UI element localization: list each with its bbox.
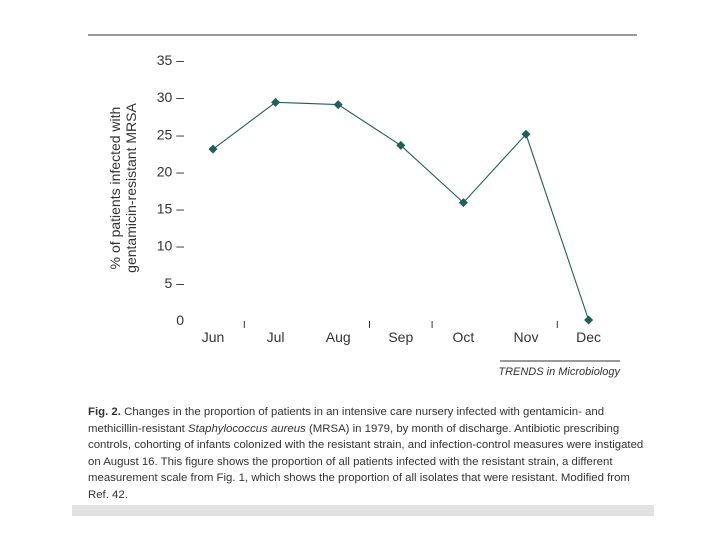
y-tick-label-30: 30 –	[157, 89, 184, 105]
x-tick-label-nov: Nov	[514, 329, 539, 345]
data-point-jun	[208, 144, 218, 154]
caption-text-after: (MRSA) in 1979, by month of discharge. A…	[88, 422, 644, 501]
x-tick-label-aug: Aug	[326, 329, 351, 345]
figure-caption: Fig. 2. Changes in the proportion of pat…	[88, 404, 648, 504]
source-label: TRENDS in Microbiology	[498, 366, 621, 378]
series-line-group	[208, 97, 594, 325]
y-tick-label-10: 10 –	[157, 238, 184, 254]
y-tick-label-15: 15 –	[157, 201, 184, 217]
data-point-nov	[521, 129, 531, 139]
chart: 0 5 – 10 – 15 – 20 – 25 – 30 – 35 – Jun Jul Aug Se…	[88, 34, 637, 378]
y-tick-label-5: 5 –	[165, 275, 185, 291]
data-point-sep	[396, 140, 406, 150]
x-tick-label-sep: Sep	[388, 329, 413, 345]
caption-label: Fig. 2.	[88, 406, 121, 418]
y-axis-label-line-1: % of patients infected with	[107, 107, 123, 270]
y-tick-label-20: 20 –	[157, 163, 184, 179]
bottom-band	[72, 505, 654, 516]
y-tick-label-35: 35 –	[157, 52, 184, 68]
x-tick-label-oct: Oct	[453, 329, 475, 345]
data-point-oct	[458, 198, 468, 208]
data-point-aug	[333, 100, 343, 110]
y-axis-label: % of patients infected with gentamicin-r…	[107, 103, 139, 273]
caption-species: Staphylococcus aureus	[188, 422, 306, 435]
y-axis-ticks: 0 5 – 10 – 15 – 20 – 25 – 30 – 35 –	[157, 52, 184, 328]
data-point-dec	[584, 315, 594, 325]
series-line	[212, 101, 590, 321]
x-axis-ticks: Jun Jul Aug Sep Oct Nov Dec	[202, 321, 601, 345]
y-tick-label-25: 25 –	[157, 126, 184, 142]
x-tick-label-jun: Jun	[202, 329, 225, 345]
y-tick-label-0: 0	[176, 312, 184, 328]
x-tick-label-dec: Dec	[576, 329, 601, 345]
data-point-jul	[271, 97, 281, 107]
y-axis-label-line-2: gentamicin-resistant MRSA	[123, 103, 139, 273]
caption-text-before: Changes in the proportion of patients in…	[88, 406, 605, 435]
x-tick-label-jul: Jul	[267, 329, 285, 345]
